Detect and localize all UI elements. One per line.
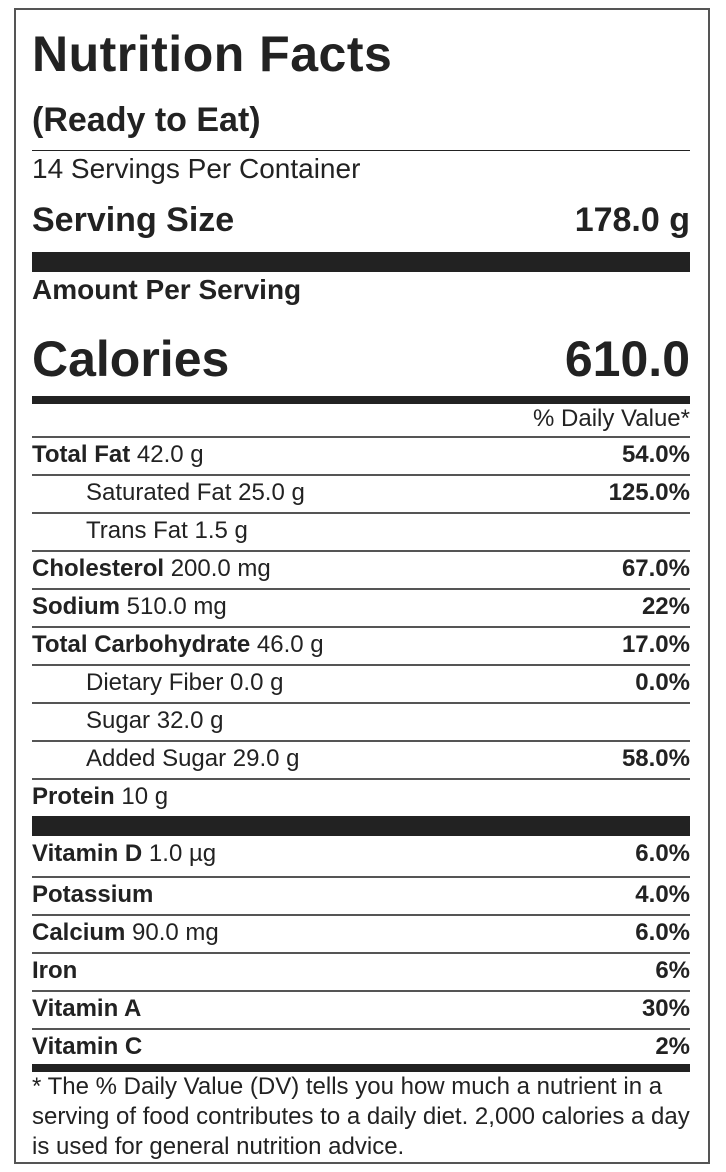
serving-size-row: Serving Size 178.0 g [32, 198, 690, 242]
vitamin-row-calcium: Calcium 90.0 mg 6.0% [32, 914, 690, 950]
vitamin-name: Vitamin C [32, 1033, 143, 1060]
nutrient-name: Sodium [32, 593, 120, 620]
serving-size-value: 178.0 g [574, 201, 690, 239]
nutrient-amount: 200.0 mg [170, 555, 271, 582]
vitamin-name: Iron [32, 957, 78, 984]
vitamin-amount: 90.0 mg [132, 919, 219, 946]
divider-medium [32, 396, 690, 404]
nutrient-amount: 510.0 mg [126, 593, 227, 620]
nutrient-name: Added Sugar [86, 745, 227, 772]
label-subtitle: (Ready to Eat) [32, 101, 261, 139]
vitamin-dv: 6.0% [635, 919, 690, 946]
calories-label: Calories [32, 331, 230, 387]
nutrient-amount: 10 g [121, 783, 169, 810]
nutrient-row-total-fat: Total Fat 42.0 g 54.0% [32, 436, 690, 472]
label-content: Nutrition Facts (Ready to Eat) 14 Servin… [32, 10, 690, 1162]
nutrient-dv: 58.0% [621, 745, 690, 772]
nutrient-amount: 32.0 g [156, 707, 224, 734]
divider-thick [32, 252, 690, 272]
vitamin-name: Potassium [32, 881, 154, 908]
nutrient-dv: 22% [641, 593, 690, 620]
calories-value: 610.0 [564, 331, 690, 387]
label-title: Nutrition Facts [32, 26, 393, 82]
vitamin-name: Calcium [32, 919, 126, 946]
nutrient-row-saturated-fat: Saturated Fat 25.0 g 125.0% [32, 474, 690, 510]
divider-footnote [32, 1064, 690, 1072]
vitamin-dv: 6.0% [635, 840, 690, 867]
vitamin-dv: 4.0% [635, 881, 690, 908]
vitamin-row-potassium: Potassium 4.0% [32, 876, 690, 912]
vitamin-row-vitamin-a: Vitamin A 30% [32, 990, 690, 1026]
nutrient-name: Cholesterol [32, 555, 165, 582]
nutrient-name: Protein [32, 783, 115, 810]
vitamin-dv: 6% [655, 957, 690, 984]
serving-size-label: Serving Size [32, 201, 235, 239]
divider-thin [32, 150, 690, 151]
nutrient-dv: 125.0% [608, 479, 690, 506]
vitamin-name: Vitamin D [32, 840, 143, 867]
calories-row: Calories 610.0 [32, 328, 690, 390]
nutrient-name: Dietary Fiber [86, 669, 224, 696]
nutrient-row-trans-fat: Trans Fat 1.5 g [32, 512, 690, 548]
nutrient-row-total-carbohydrate: Total Carbohydrate 46.0 g 17.0% [32, 626, 690, 662]
nutrient-name: Sugar [86, 707, 151, 734]
vitamin-amount: 1.0 µg [148, 840, 217, 867]
vitamin-name: Vitamin A [32, 995, 142, 1022]
nutrient-name: Trans Fat [86, 517, 188, 544]
nutrient-dv: 17.0% [621, 631, 690, 658]
nutrient-row-dietary-fiber: Dietary Fiber 0.0 g 0.0% [32, 664, 690, 700]
nutrient-amount: 25.0 g [238, 479, 305, 506]
vitamin-dv: 2% [655, 1033, 690, 1060]
nutrient-amount: 42.0 g [136, 441, 204, 468]
nutrient-amount: 29.0 g [232, 745, 300, 772]
vitamin-row-vitamin-c: Vitamin C 2% [32, 1028, 690, 1064]
nutrient-amount: 0.0 g [230, 669, 284, 696]
nutrient-dv: 54.0% [621, 441, 690, 468]
nutrient-dv: 67.0% [621, 555, 690, 582]
nutrient-name: Saturated Fat [86, 479, 232, 506]
nutrient-amount: 46.0 g [256, 631, 324, 658]
servings-per-container: 14 Servings Per Container [32, 153, 361, 184]
nutrient-row-cholesterol: Cholesterol 200.0 mg 67.0% [32, 550, 690, 586]
nutrient-name: Total Carbohydrate [32, 631, 251, 658]
vitamin-row-vitamin-d: Vitamin D 1.0 µg 6.0% [32, 836, 690, 872]
vitamin-row-iron: Iron 6% [32, 952, 690, 988]
footnote: * The % Daily Value (DV) tells you how m… [32, 1073, 690, 1160]
nutrient-dv: 0.0% [635, 669, 690, 696]
nutrient-amount: 1.5 g [194, 517, 248, 544]
nutrient-row-added-sugar: Added Sugar 29.0 g 58.0% [32, 740, 690, 776]
nutrient-name: Total Fat [32, 441, 131, 468]
nutrient-row-sodium: Sodium 510.0 mg 22% [32, 588, 690, 624]
vitamin-dv: 30% [641, 995, 690, 1022]
amount-per-serving: Amount Per Serving [32, 274, 302, 305]
nutrient-row-sugar: Sugar 32.0 g [32, 702, 690, 738]
nutrient-row-protein: Protein 10 g [32, 778, 690, 814]
divider-thick-vitamins [32, 816, 690, 836]
nutrition-facts-label: Nutrition Facts (Ready to Eat) 14 Servin… [14, 8, 710, 1164]
daily-value-header: % Daily Value* [533, 405, 690, 432]
